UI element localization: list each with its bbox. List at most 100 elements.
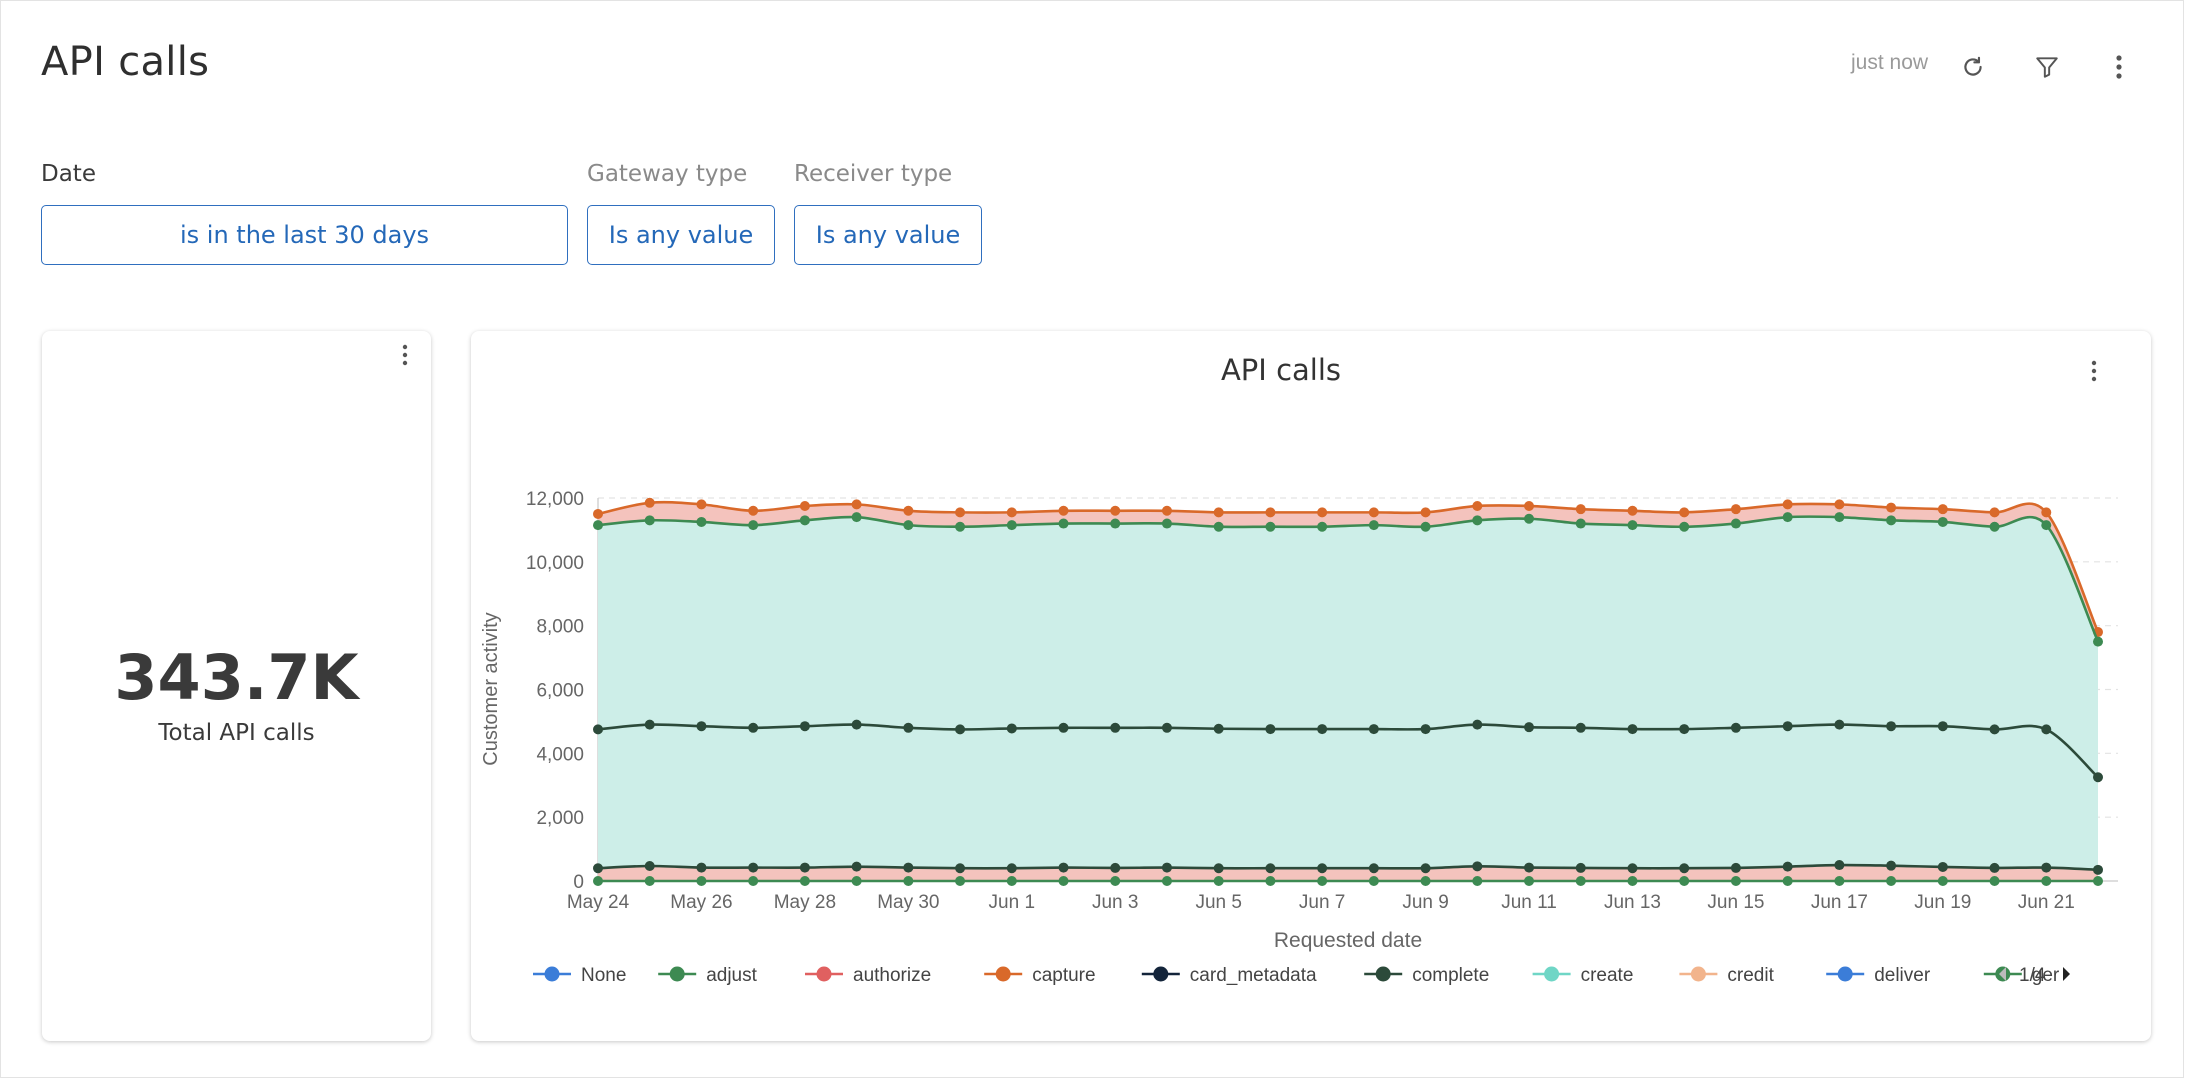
point-capture (1265, 507, 1276, 518)
point-complete (1834, 719, 1845, 730)
point-capture (1006, 507, 1017, 518)
point-ger (1730, 876, 1741, 886)
point-complete (1317, 724, 1328, 735)
chart-title: API calls (1220, 353, 1342, 387)
point-ger (1368, 876, 1379, 886)
point-card_metadata (903, 862, 914, 873)
point-ger (696, 876, 707, 886)
point-ger (1524, 876, 1535, 886)
point-ger (2041, 876, 2052, 886)
point-adjust (593, 520, 603, 531)
point-card_metadata (1472, 861, 1483, 872)
point-ger (851, 876, 862, 886)
legend-swatch-dot (1544, 966, 1560, 982)
x-tick-label: Jun 11 (1501, 892, 1557, 913)
point-card_metadata (696, 862, 707, 873)
legend-label: create (1581, 965, 1634, 986)
point-adjust (1627, 520, 1638, 531)
y-axis: 0 2,000 4,000 6,000 8,000 10,000 12,000 (526, 489, 584, 893)
legend-next-icon (2063, 967, 2070, 981)
filter-button[interactable] (2027, 47, 2067, 87)
point-adjust (2041, 520, 2052, 531)
point-card_metadata (1524, 862, 1535, 873)
point-card_metadata (1058, 862, 1069, 873)
point-adjust (696, 516, 707, 527)
x-tick-label: Jun 5 (1195, 892, 1241, 913)
point-capture (1937, 504, 1948, 515)
point-card_metadata (955, 863, 966, 874)
dashboard-menu-button[interactable] (2099, 47, 2139, 87)
point-adjust (1420, 521, 1431, 532)
area-adjust (598, 516, 2098, 881)
legend-item-capture: capture (984, 965, 1096, 986)
point-ger (1213, 876, 1224, 886)
y-tick-label: 12,000 (526, 489, 584, 510)
point-ger (1161, 876, 1172, 886)
point-adjust (1524, 513, 1535, 524)
point-complete (1161, 722, 1172, 733)
date-filter-button[interactable]: is in the last 30 days (41, 205, 568, 265)
point-adjust (1006, 520, 1017, 531)
point-complete (1213, 723, 1224, 734)
point-capture (2041, 507, 2052, 518)
point-adjust (955, 521, 966, 532)
legend-item-adjust: adjust (658, 965, 758, 986)
point-card_metadata (1886, 860, 1897, 871)
point-complete (644, 719, 655, 730)
point-complete (799, 721, 810, 732)
legend-label: credit (1727, 965, 1774, 986)
chart-areas (598, 502, 2098, 881)
point-adjust (1937, 516, 1948, 527)
point-card_metadata (1627, 863, 1638, 874)
legend-item-authorize: authorize (805, 965, 931, 986)
point-complete (748, 722, 759, 733)
point-card_metadata (2041, 862, 2052, 873)
legend-swatch-dot (669, 966, 685, 982)
x-tick-label: May 26 (670, 892, 732, 913)
legend-swatch-dot (816, 966, 832, 982)
legend-item-credit: credit (1679, 965, 1775, 986)
point-complete (1472, 719, 1483, 730)
filter-label-gateway-type: Gateway type (587, 161, 748, 187)
point-adjust (1368, 520, 1379, 531)
point-card_metadata (799, 862, 810, 873)
chart-tile-menu-button[interactable] (2079, 353, 2109, 389)
legend-item-card_metadata: card_metadata (1141, 965, 1317, 986)
point-ger (1006, 876, 1017, 886)
point-complete (2041, 724, 2052, 735)
point-capture (1989, 507, 2000, 518)
point-complete (1886, 721, 1897, 732)
x-tick-label: May 30 (877, 892, 939, 913)
x-tick-label: Jun 1 (989, 892, 1035, 913)
y-tick-label: 0 (573, 872, 584, 893)
legend-label: card_metadata (1190, 965, 1317, 986)
point-capture (1472, 500, 1483, 511)
x-tick-label: Jun 17 (1811, 892, 1868, 913)
point-adjust (1679, 521, 1690, 532)
point-complete (1730, 722, 1741, 733)
refresh-button[interactable] (1953, 47, 1993, 87)
gateway-type-filter-button[interactable]: Is any value (587, 205, 775, 265)
point-ger (748, 876, 759, 886)
filter-icon (2036, 57, 2058, 78)
point-ger (2093, 876, 2103, 886)
point-capture (1575, 504, 1586, 515)
point-ger (1420, 876, 1431, 886)
point-adjust (1834, 512, 1845, 523)
point-complete (1368, 724, 1379, 735)
legend-item-create: create (1532, 965, 1634, 986)
legend-label: None (581, 965, 626, 986)
point-capture (1730, 504, 1741, 515)
more-vertical-icon (2091, 360, 2097, 382)
point-card_metadata (1420, 863, 1431, 874)
point-card_metadata (851, 861, 862, 872)
point-complete (1627, 724, 1638, 735)
legend-prev-icon (1999, 967, 2006, 981)
x-tick-label: Jun 13 (1604, 892, 1661, 913)
receiver-type-filter-button[interactable]: Is any value (794, 205, 982, 265)
point-complete (1420, 724, 1431, 735)
point-card_metadata (1575, 862, 1586, 873)
legend-pager[interactable]: 1/4 (1999, 965, 2070, 986)
kpi-tile-menu-button[interactable] (390, 337, 420, 373)
